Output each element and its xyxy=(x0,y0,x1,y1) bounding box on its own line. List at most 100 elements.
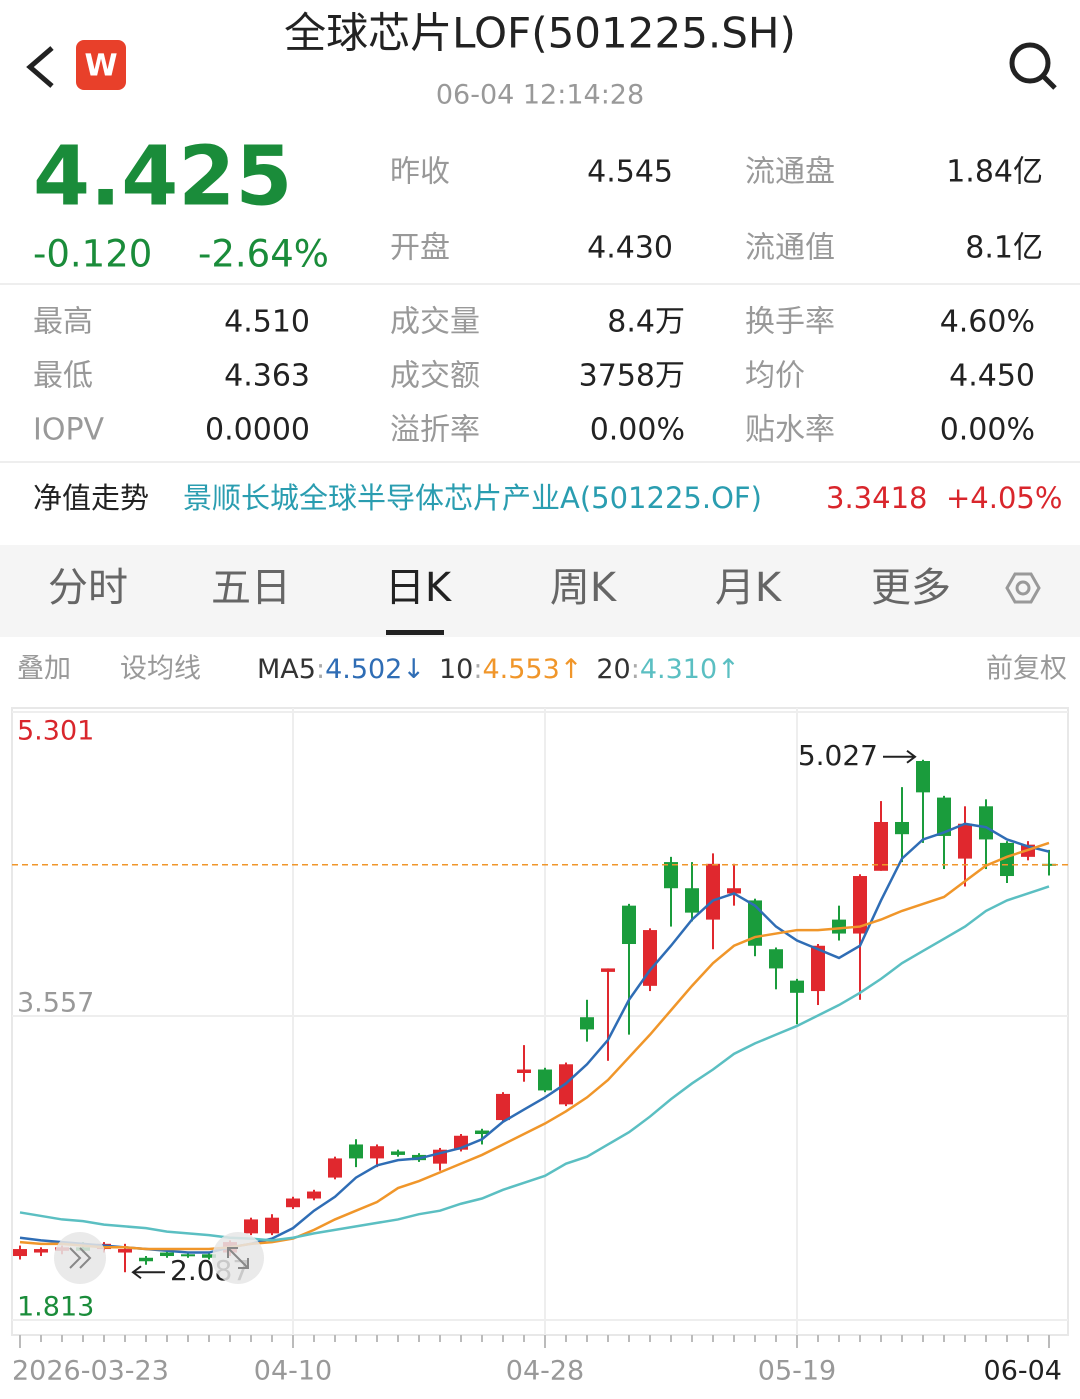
tab[interactable]: 月K xyxy=(715,565,783,611)
stat-value: 4.545 xyxy=(587,155,673,190)
ma-legend-separator: : xyxy=(473,654,482,685)
title: 全球芯片LOF(501225.SH) xyxy=(284,9,796,58)
search-button[interactable] xyxy=(1009,42,1057,90)
candle-body xyxy=(139,1257,153,1262)
ma-line xyxy=(19,885,1050,1242)
ma-legend-value: 4.502 xyxy=(325,654,402,685)
price-change-pct: -2.64% xyxy=(198,233,329,276)
candle-body xyxy=(832,919,846,934)
tab[interactable]: 五日 xyxy=(211,565,291,611)
stat-label: 流通盘 xyxy=(745,155,835,190)
nav-label: 净值走势 xyxy=(33,481,149,515)
stat-label: 成交额 xyxy=(390,359,480,394)
x-tick-label: 06-04 xyxy=(984,1356,1062,1387)
stat-value: 8.4万 xyxy=(607,305,685,340)
search-icon xyxy=(1009,42,1051,84)
candle-body xyxy=(622,905,636,945)
tab-underline xyxy=(386,630,444,635)
stat-label: 最低 xyxy=(33,359,93,394)
candle-body xyxy=(1000,842,1014,877)
candle-body xyxy=(601,968,615,972)
candle-body xyxy=(244,1219,258,1234)
ma-settings-button[interactable]: 设均线 xyxy=(120,654,201,685)
stat-label: 均价 xyxy=(745,359,805,394)
app-icon[interactable] xyxy=(76,40,126,90)
candle-body xyxy=(916,760,930,793)
y-tick-label: 1.813 xyxy=(17,1292,94,1323)
candle-body xyxy=(265,1217,279,1234)
candle-body xyxy=(664,862,678,889)
candle-body xyxy=(769,949,783,969)
adjust-button[interactable]: 前复权 xyxy=(986,654,1067,685)
stat-label: 流通值 xyxy=(745,231,835,266)
expand-icon xyxy=(227,1247,249,1269)
candle-body xyxy=(475,1130,489,1135)
stat-value: 8.1亿 xyxy=(965,231,1043,266)
ma-legend-name: 20 xyxy=(596,654,630,685)
stat-value: 4.363 xyxy=(224,359,310,394)
ma-legend-value: 4.310 xyxy=(640,654,717,685)
stat-value: 4.430 xyxy=(587,231,673,266)
tab[interactable]: 分时 xyxy=(48,565,128,611)
stat-label: 溢折率 xyxy=(390,413,480,448)
candle-body xyxy=(1042,863,1056,866)
chart-frame xyxy=(11,707,1069,1336)
stat-value: 4.450 xyxy=(949,359,1035,394)
ma-legend: MA5:4.502↓ 10:4.553↑ 20:4.310↑ xyxy=(257,654,740,685)
price: 4.425 xyxy=(33,129,292,224)
timestamp: 06-04 12:14:28 xyxy=(436,80,644,111)
high-label: 5.027 xyxy=(798,739,878,772)
ma-legend-separator: : xyxy=(631,654,640,685)
candle-body xyxy=(34,1249,48,1253)
nav-fund: 景顺长城全球半导体芯片产业A(501225.OF) xyxy=(183,481,762,515)
stat-label: 昨收 xyxy=(390,155,450,190)
candle-body xyxy=(790,980,804,993)
nav-value: 3.3418 xyxy=(826,481,927,515)
overlay-button[interactable]: 叠加 xyxy=(17,654,71,685)
quote-panel xyxy=(0,0,1080,545)
settings-button[interactable] xyxy=(1005,572,1041,604)
candle-body xyxy=(160,1252,174,1257)
candle-body xyxy=(391,1151,405,1155)
ma-legend-separator: : xyxy=(316,654,325,685)
settings-icon-center xyxy=(1015,580,1031,596)
ma-legend-trend: ↓ xyxy=(402,654,425,685)
stat-value: 4.60% xyxy=(940,305,1035,340)
stat-value: 0.00% xyxy=(940,413,1035,448)
stat-label: IOPV xyxy=(33,413,105,448)
candle-body xyxy=(517,1069,531,1073)
candle-body xyxy=(811,945,825,992)
x-tick-label: 2026-03-23 xyxy=(12,1356,169,1387)
tab[interactable]: 日K xyxy=(385,565,453,611)
app-badge: W xyxy=(84,49,117,84)
stat-value: 3758万 xyxy=(579,359,685,394)
candle-body xyxy=(370,1146,384,1159)
ma-legend-trend: ↑ xyxy=(717,654,740,685)
ma-legend-name: 10 xyxy=(439,654,473,685)
candle-body xyxy=(874,821,888,871)
search-icon-handle xyxy=(1041,74,1057,90)
candle-body xyxy=(685,888,699,913)
candle-body xyxy=(580,1017,594,1030)
nav-row[interactable]: 净值走势 景顺长城全球半导体芯片产业A(501225.OF) 3.3418 +4… xyxy=(33,481,1062,515)
tab[interactable]: 周K xyxy=(550,565,618,611)
candle-body xyxy=(13,1249,27,1257)
x-tick-label: 04-28 xyxy=(506,1356,584,1387)
settings-icon xyxy=(1005,572,1041,604)
stat-label: 换手率 xyxy=(745,305,835,340)
candle-body xyxy=(748,900,762,946)
back-button[interactable] xyxy=(26,46,54,88)
candle-body xyxy=(979,806,993,840)
tab[interactable]: 更多 xyxy=(871,565,951,611)
y-tick-label: 3.557 xyxy=(17,988,94,1019)
candle-body xyxy=(853,876,867,934)
collapse-icon xyxy=(69,1247,92,1269)
chart-panel xyxy=(0,637,1080,1399)
candle-body xyxy=(328,1158,342,1178)
candle-body xyxy=(286,1198,300,1208)
candle-body xyxy=(349,1144,363,1159)
ma-line xyxy=(19,841,1050,1251)
candle-body xyxy=(307,1191,321,1199)
y-tick-label: 5.301 xyxy=(17,716,94,747)
